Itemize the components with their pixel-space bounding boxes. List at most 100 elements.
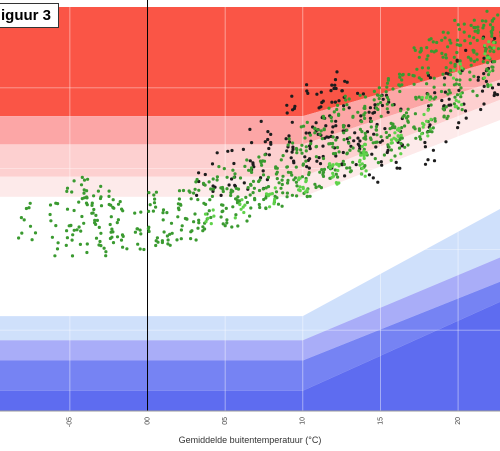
data-point	[227, 183, 231, 187]
data-point	[482, 102, 486, 106]
data-point	[207, 180, 211, 184]
data-point	[225, 175, 229, 179]
data-point	[422, 112, 426, 117]
data-point	[286, 143, 290, 147]
data-point	[30, 238, 34, 242]
data-point	[248, 127, 252, 131]
data-point	[306, 158, 310, 162]
data-point	[249, 182, 253, 186]
data-point	[221, 203, 225, 207]
data-point	[333, 168, 337, 172]
data-point	[458, 78, 462, 82]
data-point	[425, 46, 429, 50]
data-point	[48, 203, 53, 207]
data-point	[432, 97, 436, 101]
data-point	[104, 254, 108, 258]
data-point	[154, 243, 158, 248]
data-point	[177, 197, 181, 201]
data-point	[376, 93, 380, 97]
data-point	[384, 130, 388, 135]
data-point	[348, 166, 352, 170]
data-point	[135, 227, 140, 231]
data-point	[373, 157, 377, 161]
data-point	[192, 220, 196, 224]
data-point	[305, 83, 309, 87]
data-point	[489, 83, 493, 87]
data-point	[268, 205, 272, 209]
data-point	[176, 202, 180, 206]
data-point	[280, 204, 284, 208]
data-point	[418, 135, 422, 139]
data-point	[306, 91, 310, 95]
data-point	[290, 150, 294, 154]
data-point	[472, 36, 476, 40]
data-point	[428, 95, 433, 99]
data-point	[252, 186, 256, 190]
data-point	[139, 210, 143, 214]
data-point	[457, 121, 461, 125]
data-point	[482, 23, 486, 27]
data-point	[341, 150, 345, 155]
data-point	[248, 193, 252, 197]
data-point	[446, 92, 450, 96]
data-point	[92, 207, 96, 212]
data-point	[175, 238, 179, 242]
data-point	[321, 170, 326, 174]
data-point	[80, 175, 84, 179]
data-point	[120, 233, 125, 237]
data-point	[349, 144, 353, 148]
data-point	[440, 38, 444, 42]
data-point	[373, 103, 377, 107]
data-point	[420, 132, 424, 136]
data-point	[401, 72, 405, 77]
data-point	[358, 93, 362, 97]
data-point	[428, 97, 432, 102]
data-point	[402, 113, 406, 118]
data-point	[388, 127, 392, 131]
data-point	[464, 48, 468, 53]
comfort-band	[0, 7, 500, 117]
data-point	[448, 91, 452, 95]
data-point	[293, 104, 297, 108]
data-point	[273, 186, 277, 190]
data-point	[249, 169, 253, 173]
data-point	[351, 146, 355, 150]
data-point	[456, 23, 460, 27]
data-point	[457, 100, 461, 104]
data-point	[220, 185, 225, 190]
data-point	[481, 36, 485, 41]
data-point	[272, 202, 276, 206]
data-point	[458, 62, 462, 66]
data-point	[48, 212, 52, 217]
data-point	[488, 45, 492, 49]
data-point	[320, 168, 324, 172]
data-point	[313, 182, 317, 186]
data-point	[360, 144, 364, 148]
data-point	[374, 128, 379, 132]
data-point	[362, 150, 366, 154]
data-point	[242, 181, 246, 185]
data-point	[50, 235, 55, 239]
data-point	[471, 89, 475, 93]
data-point	[455, 78, 459, 82]
data-point	[425, 57, 429, 61]
data-point	[365, 130, 370, 134]
data-point	[85, 250, 89, 255]
data-point	[96, 189, 100, 193]
data-point	[285, 165, 289, 169]
data-point	[136, 242, 140, 246]
data-point	[330, 83, 334, 87]
data-point	[79, 183, 84, 187]
data-point	[471, 48, 475, 52]
data-point	[452, 68, 456, 72]
data-point	[394, 137, 398, 141]
data-point	[463, 39, 467, 43]
data-point	[192, 191, 196, 195]
data-point	[345, 166, 349, 170]
data-point	[297, 176, 301, 180]
data-point	[491, 25, 495, 30]
x-axis: -05 00 05 10 15 20	[0, 410, 500, 427]
data-point	[86, 177, 90, 181]
data-point	[385, 102, 389, 106]
data-point	[246, 186, 250, 190]
